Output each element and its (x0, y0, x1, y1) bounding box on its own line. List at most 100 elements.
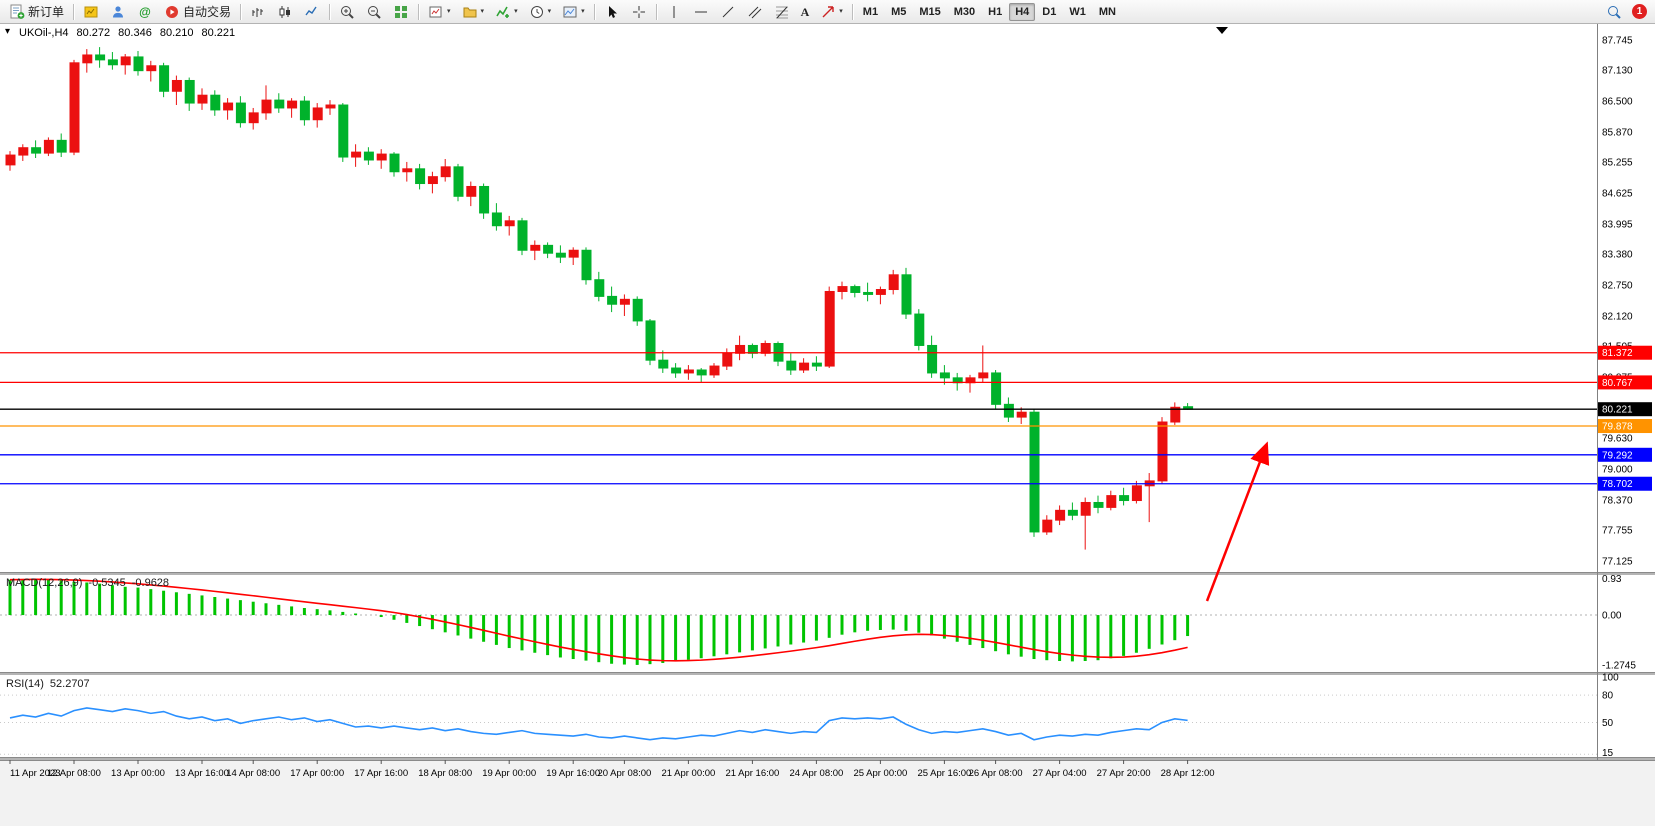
svg-text:12 Apr 08:00: 12 Apr 08:00 (47, 768, 101, 779)
horizontal-line-tool-button[interactable] (688, 1, 714, 22)
svg-text:79.292: 79.292 (1602, 450, 1633, 461)
horizontal-lines[interactable] (0, 352, 1597, 485)
timeframe-mn[interactable]: MN (1098, 5, 1116, 18)
trend-arrow[interactable] (1205, 441, 1270, 602)
svg-text:25 Apr 16:00: 25 Apr 16:00 (917, 768, 971, 779)
autotrading-button[interactable]: 自动交易 (159, 1, 236, 22)
timeframe-d1[interactable]: D1 (1042, 5, 1057, 18)
timeframe-m5[interactable]: M5 (891, 5, 907, 18)
search-icon (1608, 5, 1621, 19)
text-tool-button[interactable]: A (796, 1, 815, 22)
crosshair-icon (632, 5, 645, 18)
quote-low: 80.210 (159, 27, 194, 39)
arrows-tool-button[interactable]: ▾ (815, 1, 848, 22)
fibonacci-icon (775, 6, 788, 18)
macd-panel (0, 578, 1597, 665)
line-chart-icon (305, 6, 317, 15)
svg-text:21 Apr 16:00: 21 Apr 16:00 (725, 768, 779, 779)
line-chart-button[interactable] (299, 1, 325, 22)
svg-text:78.702: 78.702 (1602, 479, 1633, 490)
new-order-label: 新订单 (28, 5, 65, 19)
autotrading-label: 自动交易 (183, 5, 232, 19)
macd-main-value: -0.5345 (88, 577, 126, 589)
market-watch-button[interactable] (78, 1, 104, 22)
profiles-icon (463, 7, 477, 17)
svg-text:78.370: 78.370 (1602, 496, 1633, 507)
timeframe-h1[interactable]: H1 (988, 5, 1003, 18)
templates-button[interactable]: ▾ (557, 1, 590, 22)
svg-text:77.755: 77.755 (1602, 526, 1633, 537)
svg-text:80: 80 (1602, 691, 1614, 702)
timeframe-m1[interactable]: M1 (862, 5, 879, 18)
community-icon: @ (139, 5, 151, 19)
price-badge (1598, 447, 1652, 462)
svg-text:17 Apr 16:00: 17 Apr 16:00 (354, 768, 408, 779)
svg-text:25 Apr 00:00: 25 Apr 00:00 (853, 768, 907, 779)
scroll-to-end-marker[interactable] (1216, 27, 1228, 34)
svg-text:0.00: 0.00 (1602, 611, 1622, 622)
text-tool-icon: A (800, 4, 810, 19)
svg-text:85.255: 85.255 (1602, 158, 1633, 169)
one-click-trading-toggle[interactable]: ▾ (5, 26, 11, 37)
svg-text:18 Apr 08:00: 18 Apr 08:00 (418, 768, 472, 779)
macd-axis[interactable]: 0.93 0.00 -1.2745 (1602, 574, 1636, 672)
chevron-down-icon: ▾ (447, 8, 451, 15)
notification-badge[interactable]: 1 (1632, 4, 1647, 19)
data-window-button[interactable] (105, 1, 131, 22)
fibonacci-tool-button[interactable] (769, 1, 795, 22)
new-chart-button[interactable]: ▾ (423, 1, 456, 22)
quote-open: 80.272 (76, 27, 111, 39)
toolbar-separator (655, 3, 657, 20)
vertical-line-icon (673, 5, 675, 18)
toolbar-separator (851, 3, 853, 20)
zoom-out-icon (368, 5, 381, 19)
svg-text:15: 15 (1602, 748, 1614, 759)
quote-close: 80.221 (201, 27, 236, 39)
timeframe-w1[interactable]: W1 (1069, 5, 1086, 18)
price-badge (1598, 419, 1652, 434)
macd-signal-value: -0.9628 (131, 577, 170, 589)
arrow-tool-icon (822, 5, 834, 17)
trendline-icon (722, 6, 733, 17)
price-badges: 81.372 80.767 80.221 79.878 79.292 78.702 (1598, 345, 1652, 491)
svg-text:79.000: 79.000 (1602, 465, 1633, 476)
svg-text:83.995: 83.995 (1602, 220, 1633, 231)
svg-text:87.130: 87.130 (1602, 66, 1633, 77)
timeframe-m15[interactable]: M15 (919, 5, 941, 18)
zoom-out-button[interactable] (361, 1, 387, 22)
svg-text:@: @ (139, 5, 151, 19)
bar-chart-button[interactable] (245, 1, 271, 22)
new-order-button[interactable]: 新订单 (4, 1, 69, 22)
svg-text:87.745: 87.745 (1602, 36, 1633, 47)
svg-text:83.380: 83.380 (1602, 250, 1633, 261)
templates-icon (563, 6, 577, 17)
cursor-button[interactable] (599, 1, 625, 22)
market-watch-icon (84, 6, 98, 17)
periods-button[interactable]: ▾ (524, 1, 557, 22)
profiles-button[interactable]: ▾ (457, 1, 490, 22)
timeframe-h4[interactable]: H4 (1009, 2, 1036, 21)
zoom-in-button[interactable] (334, 1, 360, 22)
chevron-down-icon: ▾ (581, 8, 585, 15)
community-button[interactable]: @ (132, 1, 158, 22)
svg-text:81.372: 81.372 (1602, 348, 1633, 359)
chevron-down-icon: ▾ (547, 8, 552, 15)
crosshair-button[interactable] (626, 1, 652, 22)
rsi-panel (0, 694, 1597, 755)
tile-windows-button[interactable] (388, 1, 414, 22)
svg-text:21 Apr 00:00: 21 Apr 00:00 (661, 768, 715, 779)
vertical-line-tool-button[interactable] (661, 1, 687, 22)
candlestick-chart-button[interactable] (272, 1, 298, 22)
svg-text:17 Apr 00:00: 17 Apr 00:00 (290, 768, 344, 779)
svg-text:82.120: 82.120 (1602, 312, 1633, 323)
indicators-button[interactable]: ▾ (490, 1, 523, 22)
search-button[interactable] (1601, 1, 1627, 22)
toolbar-separator (329, 3, 331, 20)
rsi-axis[interactable]: 100 80 50 15 (1602, 673, 1619, 760)
channel-tool-button[interactable] (742, 1, 768, 22)
chevron-down-icon: ▾ (480, 8, 485, 15)
timeframe-m30[interactable]: M30 (953, 5, 976, 18)
trendline-tool-button[interactable] (715, 1, 741, 22)
